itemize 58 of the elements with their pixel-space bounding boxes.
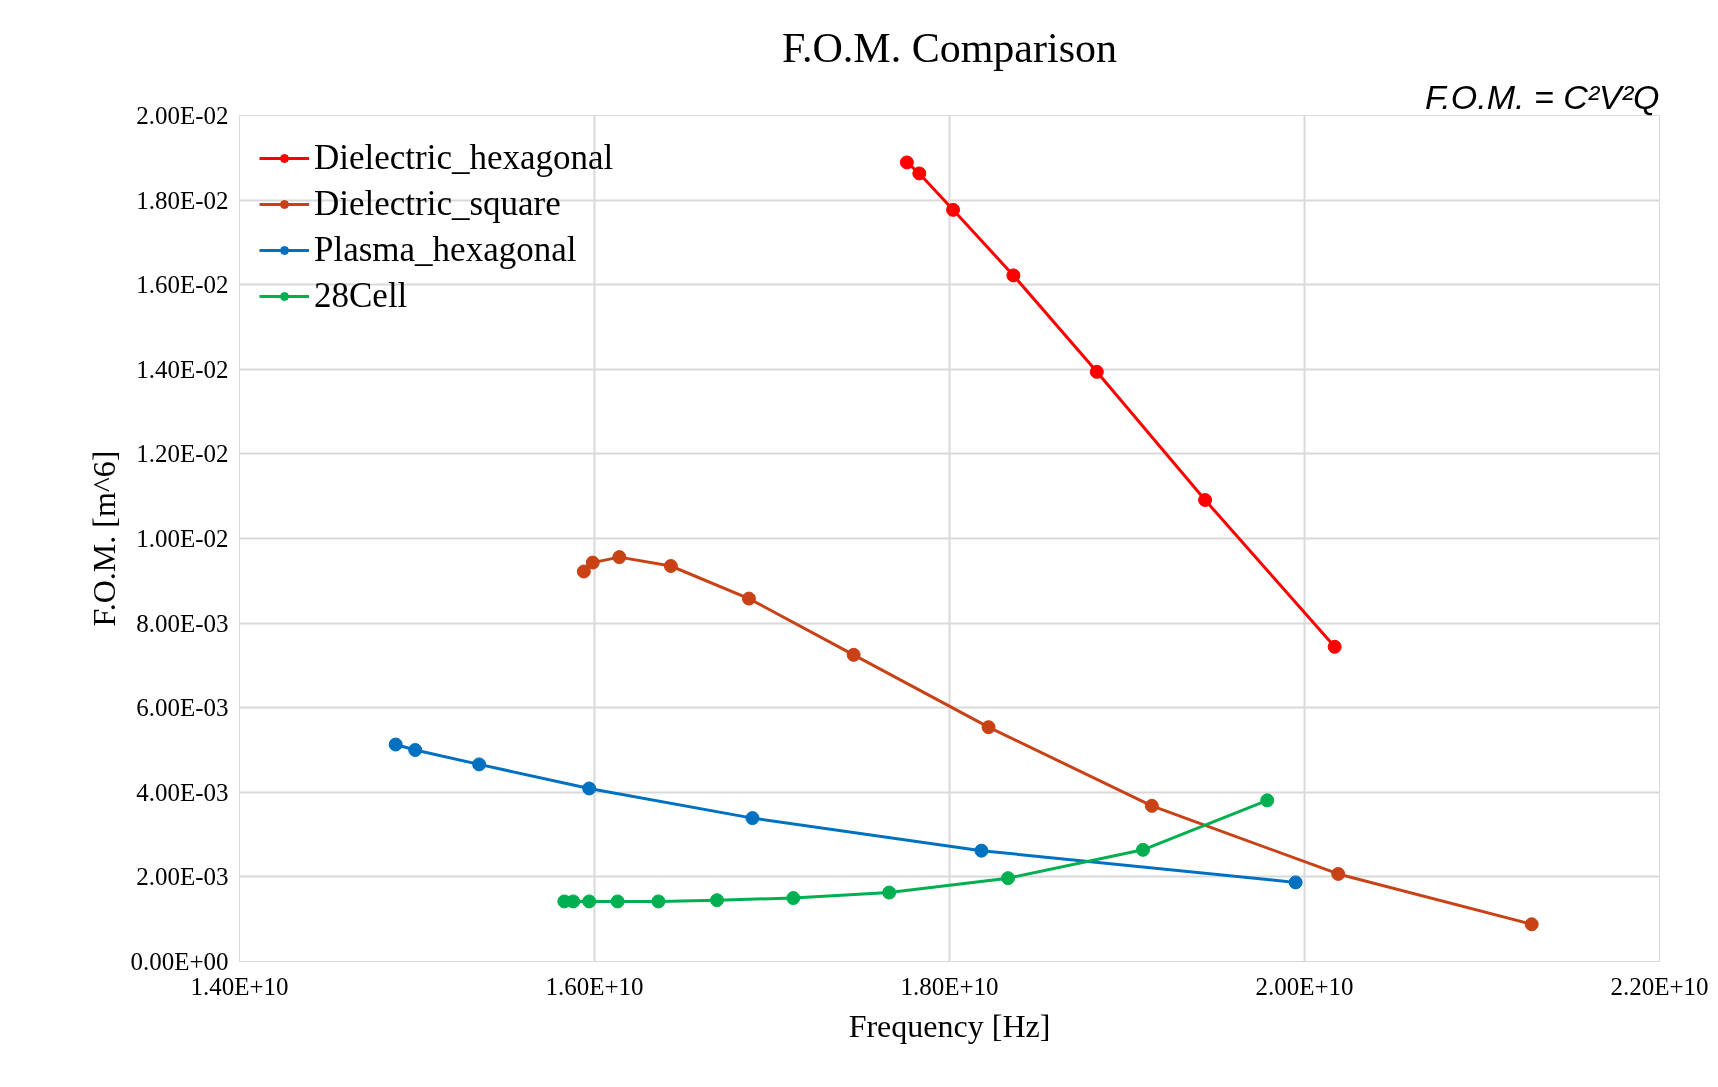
y-tick-label: 1.60E-02 bbox=[136, 271, 229, 299]
point bbox=[1260, 793, 1275, 808]
point bbox=[846, 647, 861, 662]
point bbox=[612, 550, 627, 565]
point bbox=[651, 894, 666, 909]
point bbox=[981, 720, 996, 735]
chart-title: F.O.M. Comparison bbox=[782, 24, 1117, 71]
y-axis-title: F.O.M. [m^6] bbox=[86, 450, 123, 627]
point bbox=[1524, 917, 1539, 932]
point bbox=[388, 737, 403, 752]
point bbox=[582, 781, 597, 796]
y-tick-label: 2.00E-03 bbox=[136, 863, 229, 891]
point bbox=[1198, 493, 1213, 507]
y-tick-label: 4.00E-03 bbox=[136, 778, 229, 806]
y-tick-label: 2.00E-02 bbox=[136, 102, 229, 129]
y-tick-label: 6.00E-03 bbox=[136, 694, 229, 722]
point bbox=[663, 559, 678, 573]
point bbox=[566, 894, 581, 909]
y-tick-label: 8.00E-03 bbox=[136, 609, 229, 637]
y-tick-label: 0.00E+00 bbox=[130, 948, 229, 975]
point bbox=[1288, 875, 1303, 890]
point bbox=[585, 555, 600, 570]
x-tick-label: 2.00E+10 bbox=[1255, 972, 1354, 1000]
point bbox=[882, 885, 897, 900]
point bbox=[912, 166, 927, 181]
legend-label: 28Cell bbox=[314, 275, 408, 317]
point bbox=[1089, 364, 1104, 379]
y-tick-label: 1.80E-02 bbox=[136, 186, 229, 214]
point bbox=[408, 743, 423, 757]
x-tick-label: 1.40E+10 bbox=[190, 972, 289, 1000]
point bbox=[610, 894, 625, 909]
y-tick-label: 1.00E-02 bbox=[136, 525, 229, 552]
point bbox=[709, 893, 724, 908]
legend-label: Plasma_hexagonal bbox=[314, 229, 577, 271]
x-tick-label: 1.80E+10 bbox=[900, 972, 999, 1000]
point bbox=[1331, 866, 1346, 881]
y-tick-label: 1.40E-02 bbox=[136, 355, 229, 383]
point bbox=[974, 843, 989, 858]
point bbox=[576, 564, 591, 579]
legend-label: Dielectric_square bbox=[314, 183, 561, 225]
point bbox=[786, 891, 801, 906]
point bbox=[745, 811, 760, 826]
point bbox=[1006, 268, 1021, 283]
text: F.O.M. = C²V²Q bbox=[1424, 77, 1660, 116]
point bbox=[946, 202, 961, 217]
point bbox=[1327, 639, 1342, 654]
point bbox=[1135, 842, 1150, 857]
point bbox=[899, 155, 914, 170]
point bbox=[1001, 871, 1016, 886]
x-axis-title: Frequency [Hz] bbox=[848, 1007, 1051, 1044]
point bbox=[741, 591, 756, 606]
point bbox=[1144, 798, 1159, 813]
x-tick-label: 1.60E+10 bbox=[545, 972, 644, 1000]
x-tick-label: 2.20E+10 bbox=[1610, 972, 1709, 1000]
y-tick-label: 1.20E-02 bbox=[136, 440, 229, 468]
point bbox=[472, 757, 487, 772]
legend-label: Dielectric_hexagonal bbox=[314, 137, 614, 179]
point bbox=[582, 894, 597, 909]
